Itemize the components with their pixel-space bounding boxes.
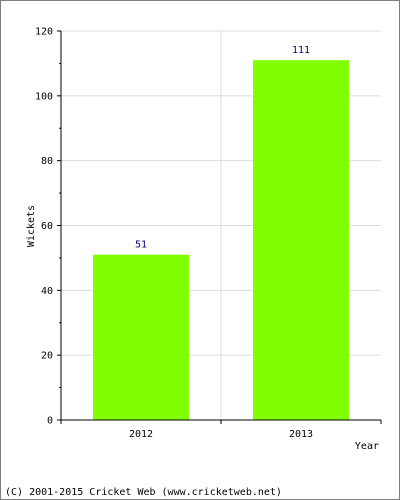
- x-tick-label-2012: 2012: [129, 429, 153, 440]
- y-tick-label: 0: [47, 416, 53, 427]
- axes: [57, 30, 382, 424]
- bars: [93, 60, 349, 421]
- y-tick-label: 100: [35, 91, 53, 102]
- labels: 0 20 40 60 80 100 120 51 2012 111 2013: [35, 27, 313, 441]
- y-tick-label: 60: [41, 221, 53, 232]
- y-tick-label: 80: [41, 156, 53, 167]
- copyright-footer: (C) 2001-2015 Cricket Web (www.cricketwe…: [5, 487, 282, 498]
- x-tick-label-2013: 2013: [289, 429, 313, 440]
- bar-2012: [93, 254, 189, 420]
- data-label-2012: 51: [135, 240, 147, 251]
- y-tick-label: 120: [35, 27, 53, 38]
- y-tick-label: 20: [41, 351, 53, 362]
- data-label-2013: 111: [292, 45, 310, 56]
- x-axis-title: Year: [355, 441, 379, 452]
- y-tick-label: 40: [41, 286, 53, 297]
- y-axis-title: Wickets: [26, 205, 37, 247]
- bar-2013: [253, 60, 349, 421]
